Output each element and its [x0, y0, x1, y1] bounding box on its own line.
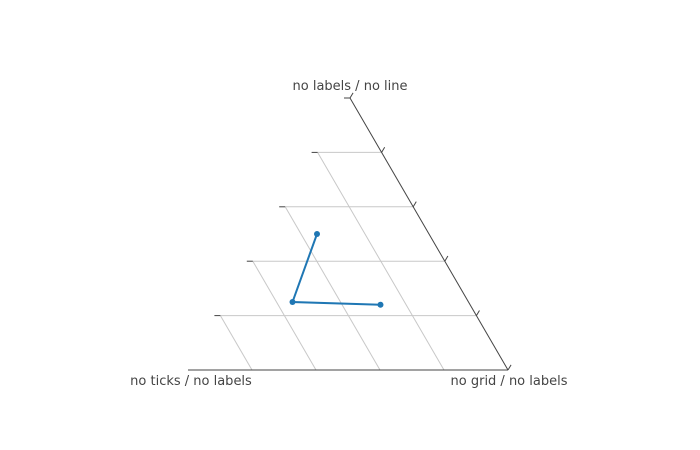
- data-point-3: [377, 301, 384, 308]
- c-tick-end-1: [349, 92, 354, 99]
- c-tick-3: [444, 255, 449, 262]
- b-grid-line-4: [219, 315, 253, 371]
- trace-layer: [289, 231, 384, 308]
- c-tick-4: [475, 310, 480, 316]
- c-axis-title: no grid / no labels: [451, 374, 568, 389]
- b-grid-line-3: [252, 260, 317, 371]
- a-axis-title: no labels / no line: [293, 79, 408, 94]
- grid-layer: [219, 151, 477, 371]
- c-axis-line: [349, 97, 509, 371]
- b-axis-title: no ticks / no labels: [130, 374, 252, 389]
- c-tick-1: [381, 146, 386, 153]
- data-point-1: [314, 231, 320, 237]
- axis-layer: [188, 97, 509, 371]
- c-tick-2: [412, 201, 417, 208]
- tick-layer: [214, 92, 512, 371]
- b-grid-line-1: [317, 152, 445, 371]
- c-tick-end-2: [507, 364, 512, 371]
- data-point-2: [289, 299, 296, 305]
- b-grid-line-2: [284, 206, 381, 371]
